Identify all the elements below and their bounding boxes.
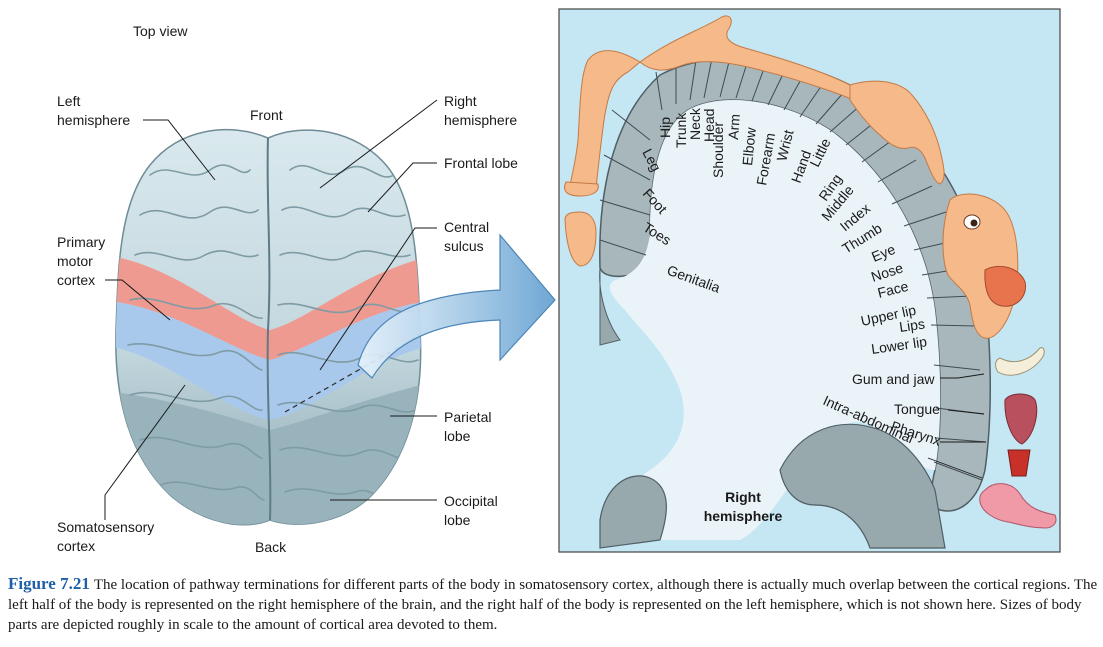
body-part-face: Face xyxy=(876,278,910,301)
right-hemisphere-line-2: hemisphere xyxy=(444,112,518,128)
homunculus-genitalia xyxy=(564,211,597,267)
white-matter xyxy=(609,99,941,540)
figure-canvas: Hip Trunk Neck Head Shoulder Arm Elbow F… xyxy=(104,8,1061,553)
panel-hemisphere-line-1: Right xyxy=(725,489,761,505)
body-part-lower-lip: Lower lip xyxy=(870,333,928,357)
central-sulcus-line-2: sulcus xyxy=(444,238,484,254)
strip-divisions xyxy=(599,57,987,481)
left-hemisphere-line-1: Left xyxy=(57,93,81,109)
homunculus-jaw xyxy=(995,347,1045,376)
parietal-lobe-line-2: lobe xyxy=(444,428,471,444)
occipital-lobe-line-2: lobe xyxy=(444,512,471,528)
somatosensory-line-1: Somatosensory xyxy=(57,519,155,535)
front-label: Front xyxy=(250,107,283,123)
primary-motor-line-2: motor xyxy=(57,253,93,269)
homunculus-face xyxy=(942,193,1027,339)
homunculus-stomach xyxy=(979,483,1057,529)
parietal-lobe-line-1: Parietal xyxy=(444,409,492,425)
body-part-elbow: Elbow xyxy=(739,126,759,166)
body-part-arm: Arm xyxy=(725,113,743,140)
view-title: Top view xyxy=(133,23,188,39)
occipital-lobe-label: Occipital lobe xyxy=(444,492,498,530)
body-part-hip: Hip xyxy=(657,117,673,138)
homunculus-pharynx xyxy=(1007,449,1031,477)
homunculus-panel: Hip Trunk Neck Head Shoulder Arm Elbow F… xyxy=(558,8,1061,553)
body-part-wrist: Wrist xyxy=(773,128,796,163)
body-part-shoulder: Shoulder xyxy=(710,122,726,178)
homunculus-leg-foot xyxy=(564,50,641,197)
left-leader-lines xyxy=(104,99,438,520)
left-hemisphere-label: Left hemisphere xyxy=(57,92,130,130)
primary-motor-cortex-band xyxy=(115,255,421,360)
homunculus-trunk-arm-hand xyxy=(639,15,945,185)
caption-text: The location of pathway terminations for… xyxy=(8,577,1098,633)
somatosensory-cortex-label: Somatosensory cortex xyxy=(57,518,154,556)
body-part-head: Head xyxy=(701,109,717,142)
primary-motor-line-1: Primary xyxy=(57,234,106,250)
somatosensory-cortex-band xyxy=(115,300,421,420)
primary-motor-cortex-label: Primary motor cortex xyxy=(57,233,105,290)
body-part-gum-jaw: Gum and jaw xyxy=(852,371,935,387)
body-part-trunk: Trunk xyxy=(673,112,689,148)
left-hemisphere-line-2: hemisphere xyxy=(57,112,131,128)
central-sulcus-label: Central sulcus xyxy=(444,218,489,256)
medial-gyrus xyxy=(599,267,621,346)
primary-motor-line-3: cortex xyxy=(57,272,96,288)
temporal-gyrus xyxy=(779,423,946,549)
panel-hemisphere-line-2: hemisphere xyxy=(703,508,783,524)
lower-gyri xyxy=(599,475,667,549)
body-part-tongue: Tongue xyxy=(894,401,940,417)
figure-number: Figure 7.21 xyxy=(8,574,90,593)
right-hemisphere-label: Right hemisphere xyxy=(444,92,517,130)
occipital-lobe-line-1: Occipital xyxy=(444,493,498,509)
back-label: Back xyxy=(255,539,287,555)
right-hemisphere-panel-label: Right hemisphere xyxy=(688,488,798,526)
right-leader-lines xyxy=(927,373,986,479)
somatosensory-line-2: cortex xyxy=(57,538,96,554)
frontal-lobe-label: Frontal lobe xyxy=(444,155,518,171)
body-part-lips: Lips xyxy=(898,316,926,335)
central-sulcus-line-1: Central xyxy=(444,219,490,235)
figure-caption: Figure 7.21 The location of pathway termi… xyxy=(8,574,1098,635)
longitudinal-fissure xyxy=(266,137,272,521)
parietal-lobe-label: Parietal lobe xyxy=(444,408,491,446)
zoom-arrow xyxy=(357,233,556,379)
right-hemisphere-line-1: Right xyxy=(444,93,477,109)
homunculus-tongue xyxy=(1004,393,1038,445)
body-part-neck: Neck xyxy=(687,107,703,140)
